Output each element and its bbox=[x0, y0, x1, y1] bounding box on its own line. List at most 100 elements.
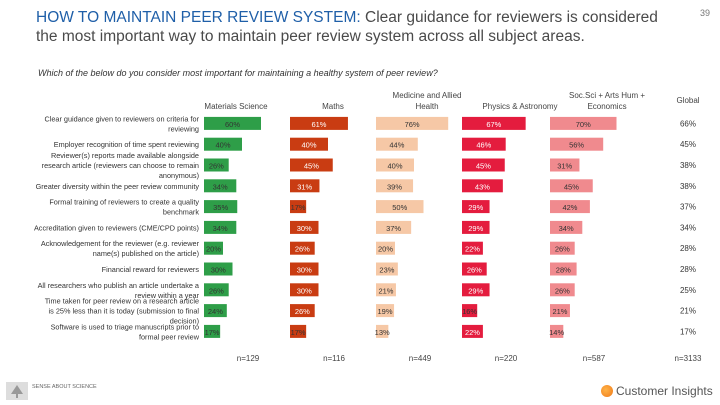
bar-value-label: 26% bbox=[555, 245, 570, 254]
category-label: anonymous) bbox=[159, 171, 199, 180]
category-label: Clear guidance given to reviewers on cri… bbox=[44, 114, 199, 123]
bar-value-label: 44% bbox=[389, 141, 404, 150]
category-label: name(s) published on the article) bbox=[93, 249, 199, 258]
bar-value-label: 30% bbox=[297, 224, 312, 233]
sample-size: n=129 bbox=[237, 354, 260, 363]
series-header: Economics bbox=[587, 102, 626, 111]
bar bbox=[204, 116, 261, 130]
category-label: review within a year bbox=[135, 291, 200, 300]
global-sample-size: n=3133 bbox=[675, 354, 702, 363]
bar-value-label: 29% bbox=[468, 203, 483, 212]
category-label: benchmark bbox=[163, 208, 199, 217]
bar bbox=[204, 283, 229, 297]
bar-value-label: 22% bbox=[465, 245, 480, 254]
category-label: Greater diversity within the peer review… bbox=[36, 182, 200, 191]
bar bbox=[550, 283, 575, 297]
title-highlight: HOW TO MAINTAIN PEER REVIEW SYSTEM: bbox=[36, 9, 361, 26]
global-value: 25% bbox=[680, 286, 696, 295]
series-header: Physics & Astronomy bbox=[482, 102, 557, 111]
bar-value-label: 34% bbox=[559, 224, 574, 233]
bar bbox=[376, 179, 414, 193]
global-value: 45% bbox=[680, 140, 696, 149]
bar-value-label: 45% bbox=[564, 182, 579, 191]
bar bbox=[550, 158, 580, 172]
series-header: Materials Science bbox=[204, 102, 268, 111]
bar bbox=[204, 304, 227, 318]
bar-value-label: 42% bbox=[562, 203, 577, 212]
bar-value-label: 30% bbox=[297, 266, 312, 275]
bar-value-label: 37% bbox=[386, 224, 401, 233]
bar bbox=[550, 116, 617, 130]
bar-value-label: 67% bbox=[486, 120, 501, 129]
bar-value-label: 19% bbox=[378, 307, 393, 316]
bar bbox=[462, 241, 483, 255]
title-rest: Clear guidance for reviewers is consider… bbox=[36, 9, 658, 45]
bar bbox=[462, 324, 483, 338]
customer-insights-icon bbox=[601, 385, 613, 397]
bar bbox=[462, 283, 490, 297]
bar-value-label: 61% bbox=[311, 120, 326, 129]
global-value: 38% bbox=[680, 182, 696, 191]
bar bbox=[376, 200, 424, 214]
bar bbox=[462, 200, 490, 214]
bar-value-label: 26% bbox=[467, 266, 482, 275]
category-label: Formal training of reviewers to create a… bbox=[49, 198, 199, 207]
bar bbox=[376, 241, 395, 255]
global-value: 34% bbox=[680, 223, 696, 232]
bar-value-label: 70% bbox=[576, 120, 591, 129]
bar bbox=[376, 220, 412, 234]
bar bbox=[376, 137, 418, 151]
global-header: Global bbox=[676, 96, 699, 105]
bar-value-label: 43% bbox=[475, 182, 490, 191]
bar bbox=[550, 324, 564, 338]
category-label: Software is used to triage manuscripts p… bbox=[51, 322, 199, 331]
bar bbox=[550, 262, 577, 276]
bar-value-label: 13% bbox=[375, 328, 390, 337]
bar-value-label: 60% bbox=[225, 120, 240, 129]
bar bbox=[462, 116, 526, 130]
series-header: Medicine and Allied bbox=[393, 91, 462, 100]
bar bbox=[376, 262, 398, 276]
bar bbox=[290, 304, 315, 318]
bar-value-label: 34% bbox=[213, 224, 228, 233]
bar-value-label: 22% bbox=[465, 328, 480, 337]
bar-value-label: 31% bbox=[557, 162, 572, 171]
bar-value-label: 45% bbox=[476, 162, 491, 171]
bar-value-label: 76% bbox=[405, 120, 420, 129]
bar-value-label: 29% bbox=[468, 224, 483, 233]
bar bbox=[290, 116, 348, 130]
bar bbox=[290, 241, 315, 255]
bar-value-label: 40% bbox=[387, 162, 402, 171]
bar bbox=[376, 283, 396, 297]
bar bbox=[462, 158, 505, 172]
global-value: 37% bbox=[680, 203, 696, 212]
bar-value-label: 39% bbox=[387, 182, 402, 191]
bar-value-label: 40% bbox=[215, 141, 230, 150]
series-header: Soc.Sci + Arts Hum + bbox=[569, 91, 645, 100]
series-header: Maths bbox=[322, 102, 344, 111]
bar-value-label: 16% bbox=[462, 307, 477, 316]
bar-value-label: 30% bbox=[211, 266, 226, 275]
sample-size: n=220 bbox=[495, 354, 518, 363]
series-header: Health bbox=[415, 102, 438, 111]
bar-value-label: 21% bbox=[552, 307, 567, 316]
bar bbox=[462, 262, 487, 276]
category-label: research article (reviewers can choose t… bbox=[42, 161, 199, 170]
bar bbox=[376, 116, 449, 130]
sense-about-science-logo: SENSE ABOUT SCIENCE bbox=[32, 384, 97, 390]
category-label: is 25% less than it is today (submission… bbox=[49, 307, 200, 316]
bar bbox=[550, 220, 583, 234]
global-value: 28% bbox=[680, 244, 696, 253]
bar bbox=[204, 200, 238, 214]
bar-value-label: 28% bbox=[556, 266, 571, 275]
bar-value-label: 45% bbox=[304, 162, 319, 171]
category-label: Reviewer(s) reports made available along… bbox=[51, 151, 199, 160]
bar bbox=[204, 179, 237, 193]
bar bbox=[550, 241, 575, 255]
bar bbox=[290, 137, 328, 151]
bar bbox=[290, 324, 307, 338]
bar bbox=[290, 200, 307, 214]
category-label: reviewing bbox=[168, 124, 199, 133]
bar-value-label: 40% bbox=[301, 141, 316, 150]
